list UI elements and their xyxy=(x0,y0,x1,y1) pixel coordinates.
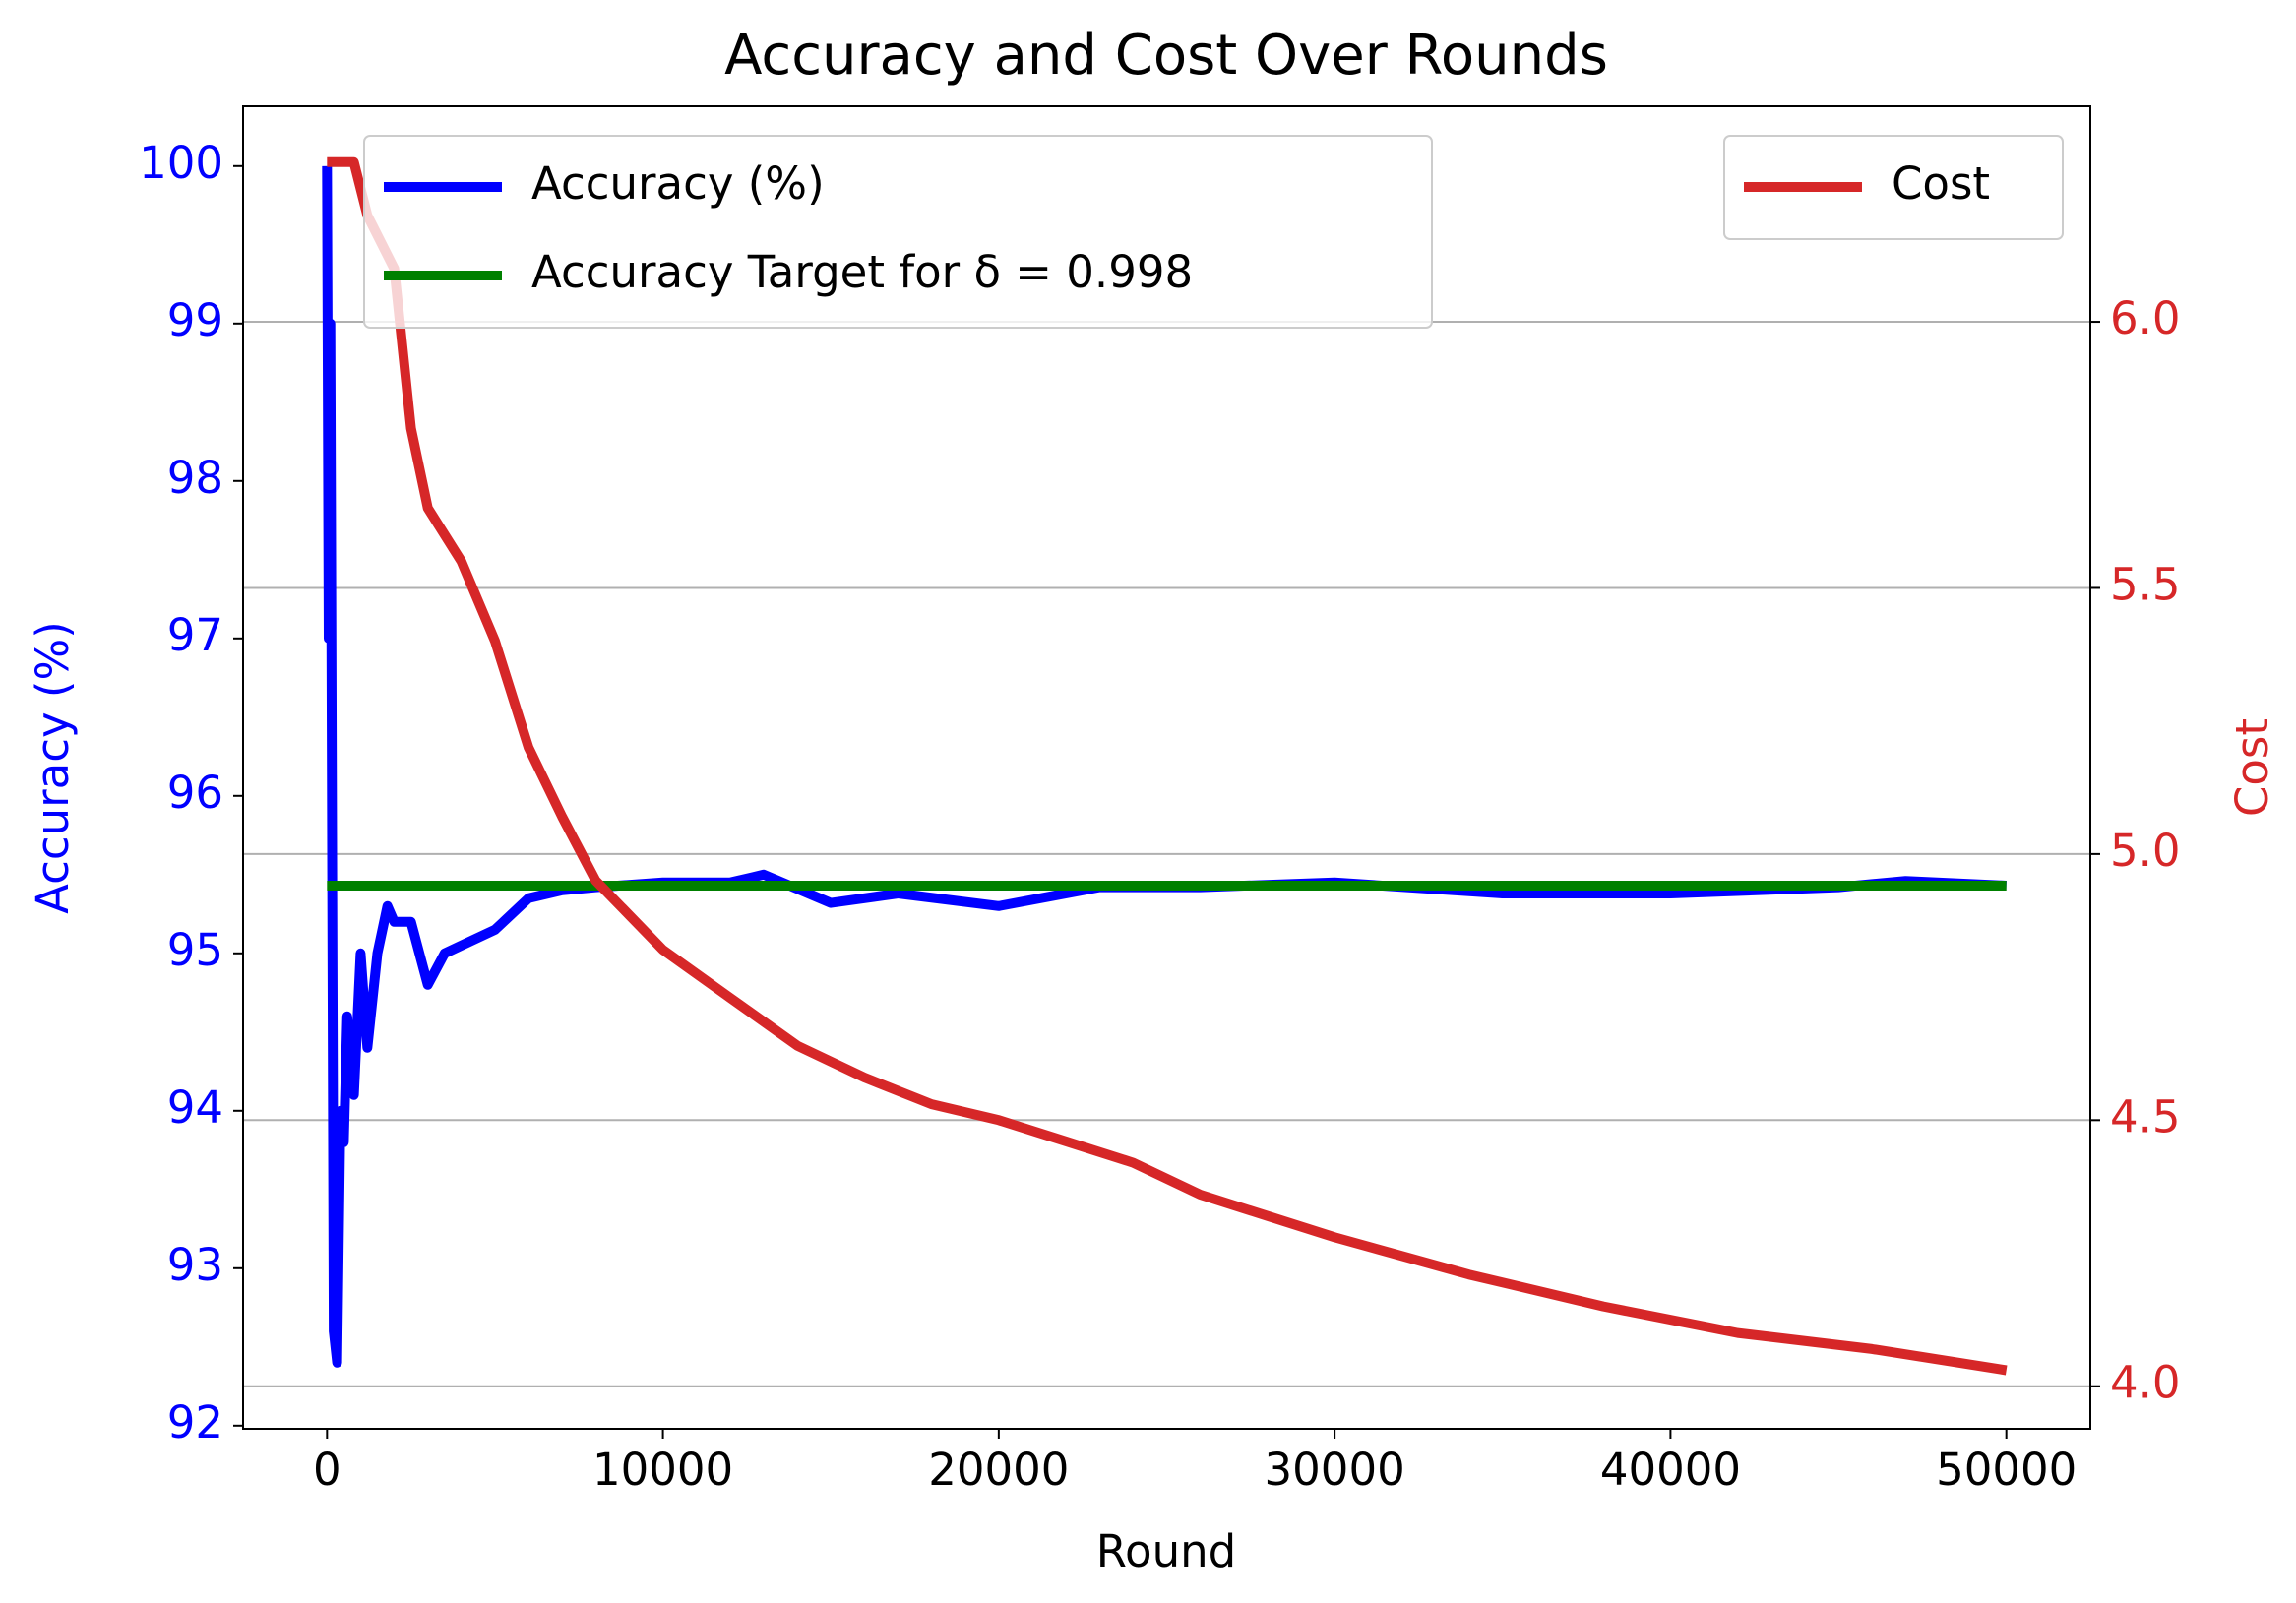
legend-label: Accuracy (%) xyxy=(531,157,825,210)
legend: Accuracy (%) Accuracy Target for δ = 0.99… xyxy=(363,135,1433,329)
x-axis-label: Round xyxy=(1096,1525,1236,1577)
y-tick-label: 94 xyxy=(167,1081,223,1134)
y2-axis-label: Cost xyxy=(2226,718,2278,817)
x-tick-label: 20000 xyxy=(928,1444,1069,1496)
y-tick-label: 95 xyxy=(167,924,223,976)
y2-tick-label: 4.5 xyxy=(2110,1090,2181,1142)
plot-frame xyxy=(242,105,2091,1430)
y-tick-label: 96 xyxy=(167,767,223,819)
x-tick-label: 0 xyxy=(313,1444,341,1496)
y-tick-label: 93 xyxy=(167,1239,223,1291)
y2-tick-label: 5.5 xyxy=(2110,558,2181,610)
y2-tick-label: 4.0 xyxy=(2110,1357,2181,1409)
legend-box xyxy=(363,135,1433,329)
x-tick-label: 50000 xyxy=(1936,1444,2077,1496)
legend-label: Accuracy Target for δ = 0.998 xyxy=(531,246,1193,298)
series-line xyxy=(327,156,2008,1376)
y-tick-label: 100 xyxy=(139,137,223,189)
y2-tick-label: 6.0 xyxy=(2110,292,2181,344)
chart-title: Accuracy and Cost Over Rounds xyxy=(724,24,1608,88)
legend: Cost xyxy=(1723,135,2064,240)
y-tick-label: 98 xyxy=(167,452,223,504)
y-tick-label: 92 xyxy=(167,1396,223,1449)
x-tick-label: 40000 xyxy=(1600,1444,1741,1496)
y-tick-label: 97 xyxy=(167,609,223,661)
legend-box xyxy=(1723,135,2064,240)
legend-label: Cost xyxy=(1892,157,1990,210)
y2-tick-label: 5.0 xyxy=(2110,825,2181,877)
x-tick-label: 30000 xyxy=(1265,1444,1405,1496)
y-tick-label: 99 xyxy=(167,294,223,346)
x-tick-label: 10000 xyxy=(592,1444,733,1496)
y-axis-label: Accuracy (%) xyxy=(27,621,79,914)
